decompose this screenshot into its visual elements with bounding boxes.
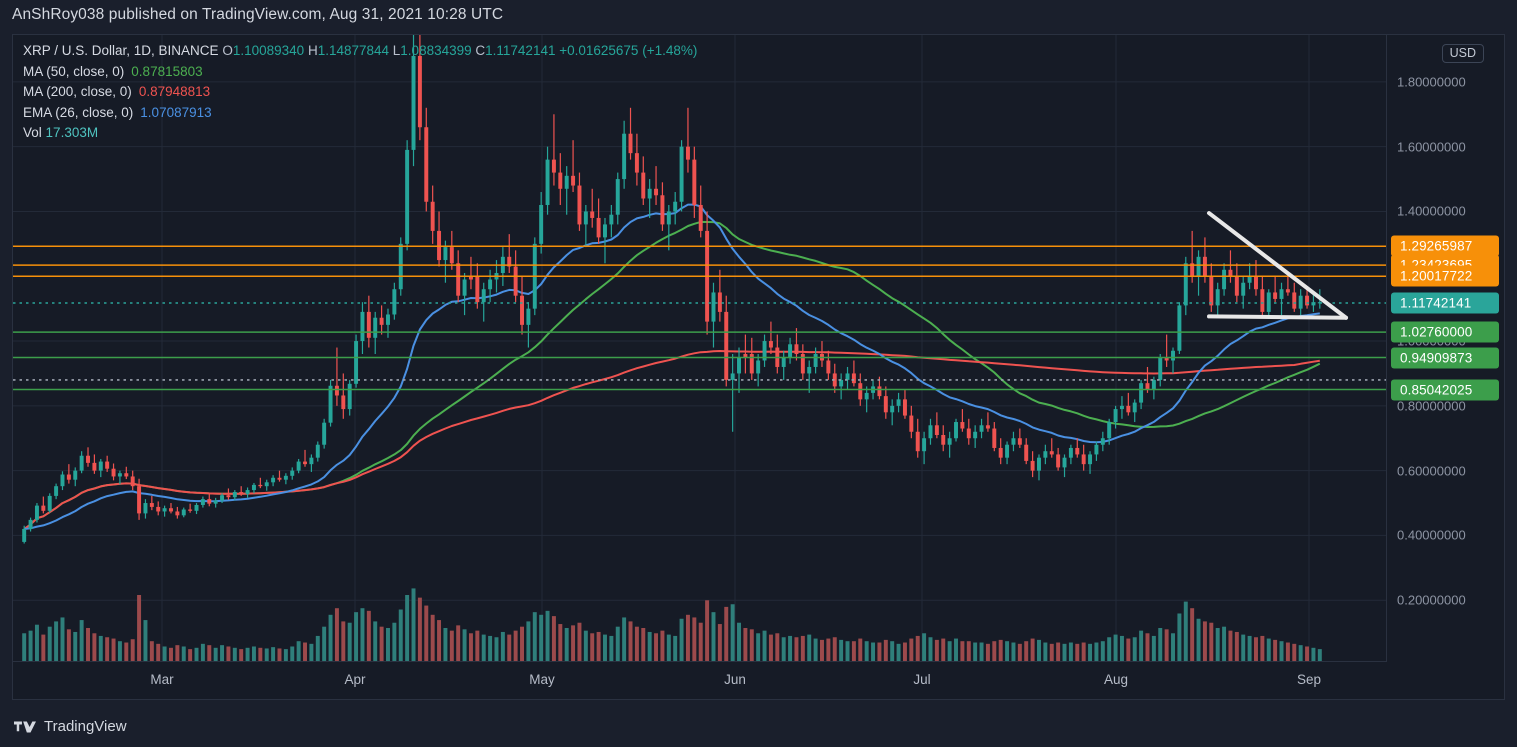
time-tick: Apr bbox=[344, 672, 366, 687]
time-tick: Mar bbox=[150, 672, 174, 687]
price-badge-resistance[interactable]: 1.29265987 bbox=[1391, 235, 1499, 257]
grid-lines bbox=[13, 35, 1387, 663]
price-plot-area[interactable] bbox=[13, 35, 1387, 699]
time-tick: Jun bbox=[724, 672, 746, 687]
footer: TradingView bbox=[14, 718, 127, 735]
price-badge-last-price[interactable]: 1.11742141 bbox=[1391, 292, 1499, 314]
time-tick: Sep bbox=[1296, 672, 1322, 687]
price-badge-support[interactable]: 0.94909873 bbox=[1391, 347, 1499, 369]
candlesticks[interactable] bbox=[22, 35, 1322, 544]
tradingview-logo-icon bbox=[14, 721, 36, 732]
price-badge-resistance[interactable]: 1.20017722 bbox=[1391, 265, 1499, 287]
ma-50-line bbox=[23, 220, 1321, 530]
time-tick: Jul bbox=[913, 672, 931, 687]
currency-badge: USD bbox=[1441, 44, 1484, 63]
price-tick: 1.80000000 bbox=[1397, 74, 1466, 90]
chart-frame: USD 1.800000001.600000001.400000001.0000… bbox=[12, 34, 1505, 700]
resistance-trendline bbox=[1207, 211, 1348, 320]
time-axis[interactable]: Mar Apr May Jun Jul Aug Sep bbox=[13, 661, 1387, 699]
price-tick: 0.20000000 bbox=[1397, 592, 1466, 608]
price-badge-support[interactable]: 1.02760000 bbox=[1391, 321, 1499, 343]
tradingview-brand: TradingView bbox=[44, 718, 127, 735]
ema-26-line bbox=[24, 203, 1320, 530]
price-tick: 1.40000000 bbox=[1397, 203, 1466, 219]
price-tick: 0.40000000 bbox=[1397, 527, 1466, 543]
price-tick: 0.60000000 bbox=[1397, 463, 1466, 479]
ma-200-line bbox=[23, 350, 1320, 530]
support-trendline bbox=[1207, 314, 1348, 320]
time-tick: May bbox=[529, 672, 555, 687]
publish-header: AnShRoy038 published on TradingView.com,… bbox=[12, 6, 504, 23]
chart-canvas bbox=[13, 35, 1387, 663]
time-tick: Aug bbox=[1103, 672, 1129, 687]
price-tick: 1.60000000 bbox=[1397, 139, 1466, 155]
price-axis[interactable]: USD 1.800000001.600000001.400000001.0000… bbox=[1386, 35, 1504, 699]
triangle-pattern-drawing[interactable] bbox=[1207, 211, 1348, 320]
price-tick: 0.80000000 bbox=[1397, 398, 1466, 414]
price-badge-support[interactable]: 0.85042025 bbox=[1391, 379, 1499, 400]
volume-bars bbox=[22, 588, 1322, 661]
